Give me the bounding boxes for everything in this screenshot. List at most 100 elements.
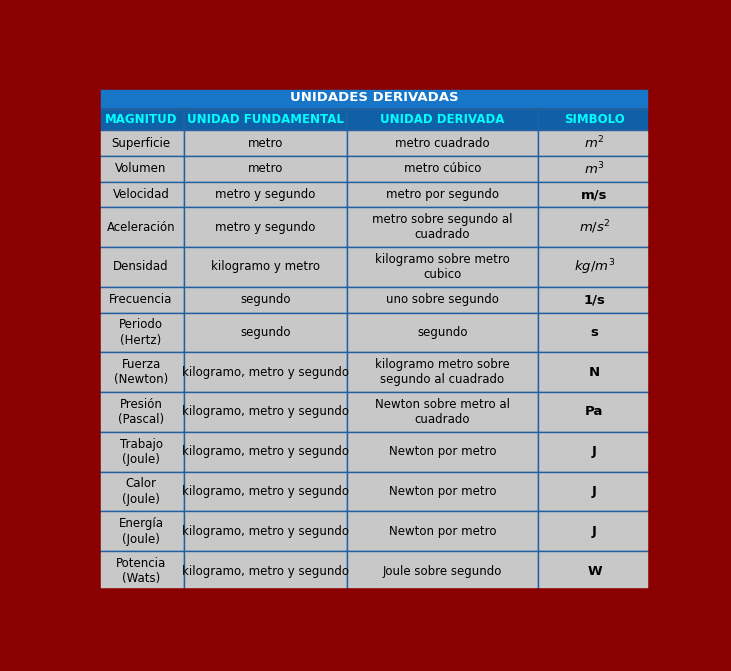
Text: J: J [592,525,597,538]
Text: UNIDAD FUNDAMENTAL: UNIDAD FUNDAMENTAL [187,113,344,126]
Text: Calor
(Joule): Calor (Joule) [122,477,160,506]
Text: segundo: segundo [240,326,291,339]
Bar [184,247,347,287]
Text: kilogramo, metro y segundo: kilogramo, metro y segundo [182,564,349,578]
Text: J: J [592,446,597,458]
Text: kilogramo, metro y segundo: kilogramo, metro y segundo [182,405,349,419]
Text: m/s: m/s [581,188,607,201]
Bar [98,247,184,287]
Text: s: s [591,326,599,339]
Text: $m^3$: $m^3$ [584,160,605,177]
Bar [538,287,651,313]
Text: kilogramo, metro y segundo: kilogramo, metro y segundo [182,446,349,458]
Text: Pa: Pa [586,405,604,419]
Bar [98,182,184,207]
Text: UNIDADES DERIVADAS: UNIDADES DERIVADAS [290,91,459,104]
Text: metro por segundo: metro por segundo [386,188,499,201]
Bar [98,551,184,591]
Bar [98,432,184,472]
Bar [347,472,538,511]
Text: $kg/m^3$: $kg/m^3$ [574,257,615,277]
Bar [184,109,347,130]
Bar [98,287,184,313]
Text: MAGNITUD: MAGNITUD [105,113,178,126]
Bar [184,207,347,247]
Text: metro sobre segundo al
cuadrado: metro sobre segundo al cuadrado [372,213,512,242]
Bar [538,247,651,287]
Bar [347,313,538,352]
Text: Newton por metro: Newton por metro [389,446,496,458]
Text: Newton sobre metro al
cuadrado: Newton sobre metro al cuadrado [375,398,510,426]
Bar [184,182,347,207]
Bar [538,130,651,156]
Text: Presión
(Pascal): Presión (Pascal) [118,398,164,426]
Text: kilogramo y metro: kilogramo y metro [211,260,320,274]
Bar [184,551,347,591]
Text: kilogramo, metro y segundo: kilogramo, metro y segundo [182,525,349,538]
Bar [538,182,651,207]
Text: Superficie: Superficie [111,137,170,150]
Text: Volumen: Volumen [115,162,167,175]
Bar [184,287,347,313]
Text: W: W [587,564,602,578]
Bar [347,287,538,313]
Text: Trabajo
(Joule): Trabajo (Joule) [120,437,162,466]
Text: kilogramo metro sobre
segundo al cuadrado: kilogramo metro sobre segundo al cuadrad… [375,358,510,386]
Bar [184,313,347,352]
Bar [347,207,538,247]
Bar [98,511,184,551]
Bar [184,130,347,156]
Text: segundo: segundo [417,326,468,339]
Text: metro cuadrado: metro cuadrado [395,137,490,150]
Bar [538,472,651,511]
Text: Aceleración: Aceleración [107,221,175,234]
Bar [347,432,538,472]
Bar [347,247,538,287]
Bar [98,352,184,392]
Text: metro cúbico: metro cúbico [404,162,481,175]
Bar [184,432,347,472]
Text: metro: metro [248,137,283,150]
Bar [538,313,651,352]
Bar [538,207,651,247]
Bar [347,392,538,432]
Text: SIMBOLO: SIMBOLO [564,113,625,126]
Bar [184,511,347,551]
Bar [347,156,538,182]
Text: kilogramo, metro y segundo: kilogramo, metro y segundo [182,366,349,378]
Text: Newton por metro: Newton por metro [389,525,496,538]
Text: segundo: segundo [240,293,291,306]
Bar [98,207,184,247]
Bar [538,352,651,392]
Bar [98,313,184,352]
Text: UNIDAD DERIVADA: UNIDAD DERIVADA [380,113,504,126]
Text: metro y segundo: metro y segundo [215,188,316,201]
Text: 1/s: 1/s [583,293,605,306]
Bar [98,130,184,156]
Bar [347,109,538,130]
Text: Energía
(Joule): Energía (Joule) [118,517,164,546]
Bar [538,551,651,591]
Bar [347,130,538,156]
Text: Periodo
(Hertz): Periodo (Hertz) [119,318,163,347]
Text: Fuerza
(Newton): Fuerza (Newton) [114,358,168,386]
Text: metro: metro [248,162,283,175]
Text: kilogramo sobre metro
cubico: kilogramo sobre metro cubico [375,253,510,281]
Text: Densidad: Densidad [113,260,169,274]
Text: Velocidad: Velocidad [113,188,170,201]
Text: N: N [589,366,600,378]
Bar [538,432,651,472]
Bar [538,511,651,551]
Text: J: J [592,485,597,498]
Bar [347,182,538,207]
Bar [347,511,538,551]
Bar [98,87,651,109]
Bar [184,472,347,511]
Bar [98,109,184,130]
Text: uno sobre segundo: uno sobre segundo [386,293,499,306]
Bar [347,352,538,392]
Bar [538,156,651,182]
Text: Frecuencia: Frecuencia [110,293,173,306]
Bar [98,392,184,432]
Bar [184,352,347,392]
